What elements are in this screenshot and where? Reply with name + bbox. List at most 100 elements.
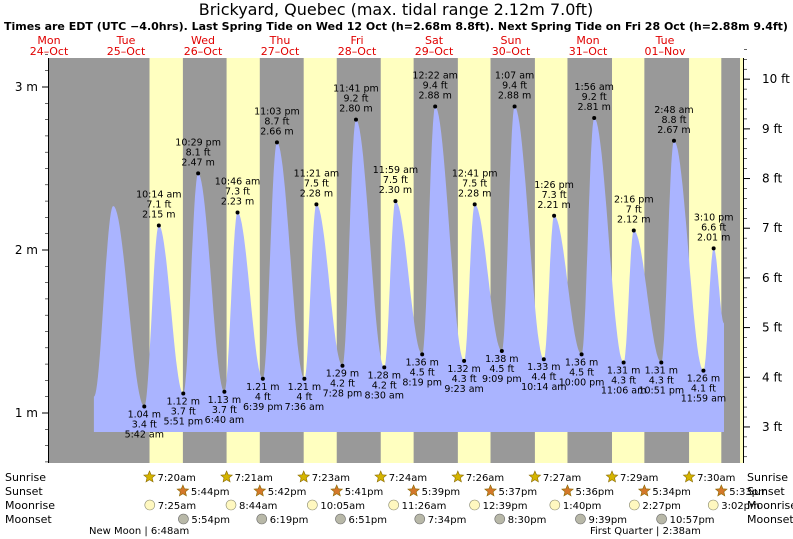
tide-label: 3:10 pm: [694, 212, 734, 223]
tide-label: 9:23 am: [444, 384, 483, 395]
tide-label: 12:41 pm: [452, 168, 498, 179]
tide-label: 11:03 pm: [254, 106, 300, 117]
low-tide-marker: [181, 391, 186, 396]
tide-label: 10:00 pm: [559, 377, 605, 388]
moonrise-row-label: Moonrise: [5, 499, 55, 512]
y-tick-label-right: 5 ft: [762, 321, 782, 335]
day-weekday-label: Mon: [37, 34, 60, 47]
tide-label: 9.2 ft: [343, 94, 368, 105]
day-date-label: 27–Oct: [261, 45, 300, 58]
tide-label: 2:16 pm: [614, 194, 654, 205]
tide-label: 2.81 m: [577, 102, 610, 113]
tide-label: 2:48 am: [654, 105, 693, 116]
tide-label: 1.32 m: [447, 364, 480, 375]
moonset-time: 10:57pm: [670, 515, 715, 526]
moonset-icon: [178, 513, 189, 525]
high-tide-marker: [393, 199, 398, 204]
sunset-time: 5:44pm: [191, 487, 230, 498]
tide-label: 9.2 ft: [582, 92, 607, 103]
sunrise-icon: [451, 470, 465, 483]
tide-label: 2.66 m: [260, 126, 293, 137]
y-axis-right: 3 ft 4 ft 5 ft 6 ft 7 ft 8 ft 9 ft 10 ft: [744, 49, 790, 458]
low-tide-marker: [420, 352, 425, 357]
sunrise-icon: [297, 470, 311, 483]
tide-label: 4.1 ft: [691, 384, 716, 395]
moonrise-icon: [549, 499, 561, 511]
low-tide-marker: [142, 404, 147, 409]
tide-label: 9.4 ft: [502, 81, 527, 92]
moonset-icon: [575, 513, 586, 525]
y-tick-label-right: 10 ft: [762, 72, 790, 86]
tide-label: 1.12 m: [167, 396, 200, 407]
day-headers: Mon24–OctTue25–OctWed26–OctThu27–OctFri2…: [30, 34, 686, 58]
tide-label: 11:59 am: [681, 394, 726, 405]
day-date-label: 30–Oct: [492, 45, 531, 58]
tide-label: 5:42 am: [125, 429, 164, 440]
tide-label: 8.8 ft: [661, 115, 686, 126]
sunrise-time: 7:23am: [312, 473, 350, 484]
day-weekday-label: Wed: [191, 34, 215, 47]
tide-label: 1.29 m: [326, 369, 359, 380]
y-axis-left: 1 m 2 m 3 m: [15, 54, 48, 463]
tide-label: 2.47 m: [181, 157, 214, 168]
tide-label: 8.1 ft: [186, 147, 211, 158]
tide-label: 4 ft: [296, 392, 312, 403]
sunset-time: 5:33pm: [729, 487, 768, 498]
tide-label: 7:36 am: [285, 402, 324, 413]
day-weekday-label: Mon: [576, 34, 599, 47]
y-tick-label-right: 3 ft: [762, 420, 782, 434]
sunset-icon: [330, 484, 344, 497]
moonset-icon: [414, 513, 426, 525]
tide-label: 2.88 m: [498, 91, 531, 102]
tide-label: 1.31 m: [645, 365, 678, 376]
right-axis-strip: [740, 58, 743, 463]
tide-label: 6.6 ft: [701, 222, 726, 233]
moonset-time: 6:51pm: [348, 515, 387, 526]
high-tide-marker: [552, 213, 557, 218]
high-tide-marker: [433, 104, 438, 109]
y-tick-label-right: 7 ft: [762, 221, 782, 235]
tide-label: 2.23 m: [221, 197, 254, 208]
moonset-icon: [335, 513, 346, 525]
high-tide-marker: [592, 115, 597, 120]
low-tide-marker: [302, 376, 307, 381]
day-date-label: 01–Nov: [645, 45, 686, 58]
sunrise-row-label: Sunrise: [5, 471, 46, 484]
sunrise-time: 7:27am: [543, 473, 581, 484]
tide-label: 11:41 pm: [333, 84, 379, 95]
tide-label: 1.13 m: [208, 395, 241, 406]
day-weekday-label: Tue: [655, 34, 675, 47]
sunset-icon: [714, 484, 728, 497]
tide-label: 10:51 pm: [638, 385, 684, 396]
tide-label: 4.3 ft: [649, 375, 674, 386]
tide-label: 10:14 am: [521, 382, 566, 393]
tide-label: 1.36 m: [565, 357, 598, 368]
moonrise-icon: [307, 499, 318, 511]
moonset-time: 7:34pm: [428, 515, 467, 526]
moonrise-time: 11:26am: [402, 501, 447, 512]
moonrise-icon: [144, 499, 156, 511]
low-tide-marker: [499, 349, 504, 354]
tide-label: 2.30 m: [379, 185, 412, 196]
sunset-icon: [176, 484, 190, 497]
tide-label: 10:29 pm: [175, 137, 221, 148]
tide-label: 4.4 ft: [531, 372, 556, 383]
day-date-label: 31–Oct: [569, 45, 608, 58]
high-tide-marker: [274, 140, 279, 145]
sunset-icon: [484, 484, 497, 497]
low-tide-marker: [621, 360, 626, 365]
tide-label: 7:28 pm: [323, 389, 363, 400]
moonset-time: 8:30pm: [508, 515, 547, 526]
sunrise-time: 7:21am: [235, 473, 273, 484]
tide-label: 9:09 pm: [482, 374, 522, 385]
tide-label: 3.4 ft: [132, 419, 157, 430]
tide-label: 3.7 ft: [212, 405, 237, 416]
moonset-row-label-right: Moonset: [747, 513, 793, 526]
first-quarter-label: First Quarter | 2:38am: [590, 526, 701, 537]
tide-label: 7.3 ft: [542, 190, 567, 201]
low-tide-marker: [222, 389, 227, 394]
day-date-label: 28–Oct: [338, 45, 377, 58]
tide-label: 7 ft: [626, 204, 642, 215]
sunrise-icon: [682, 470, 696, 483]
